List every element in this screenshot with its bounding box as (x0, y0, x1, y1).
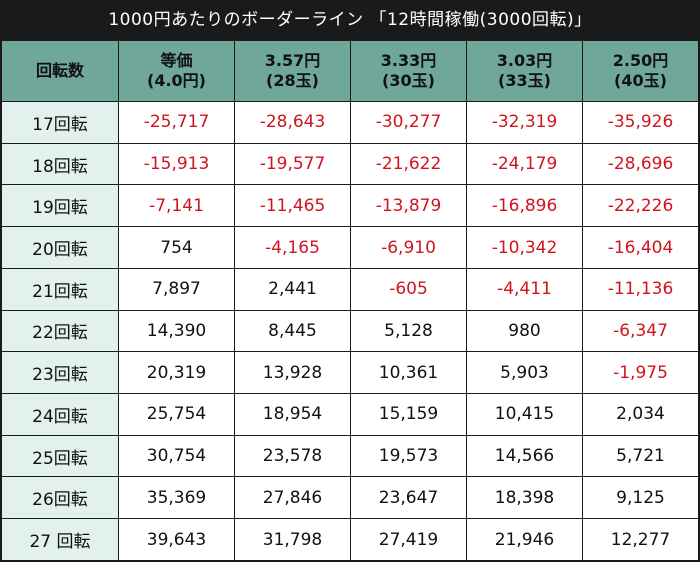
table-cell: 21,946 (466, 518, 583, 561)
table-cell: -6,910 (350, 226, 467, 269)
table-row: 24回転 25,754 18,954 15,159 10,415 2,034 (1, 393, 699, 436)
table-cell: -16,896 (466, 184, 583, 228)
row-label: 26回転 (1, 476, 119, 520)
border-line-table: 回転数 等価 (4.0円) 3.57円 (28玉) 3.33円 (30玉) 3.03円… (1, 40, 699, 561)
column-header: 2.50円 (40玉) (582, 40, 699, 102)
table-cell: -605 (350, 267, 467, 311)
table-cell: -28,696 (582, 142, 699, 186)
table-cell: -19,577 (234, 142, 351, 186)
table-cell: 27,846 (234, 476, 351, 520)
table-cell: 23,647 (350, 476, 467, 520)
table-row: 21回転 7,897 2,441 -605 -4,411 -11,136 (1, 267, 699, 311)
table-cell: 5,903 (466, 351, 583, 395)
table-cell: 15,159 (350, 393, 467, 436)
column-header-rate: 2.50円 (612, 51, 669, 70)
column-header-balls: (33玉) (498, 71, 551, 90)
table-cell: -6,347 (582, 309, 699, 353)
table-cell: -24,179 (466, 142, 583, 186)
table-row: 18回転 -15,913 -19,577 -21,622 -24,179 -28,696 (1, 142, 699, 186)
table-cell: -22,226 (582, 184, 699, 228)
table-cell: -30,277 (350, 101, 467, 144)
row-label: 20回転 (1, 226, 119, 269)
table-row: 17回転 -25,717 -28,643 -30,277 -32,319 -35,926 (1, 101, 699, 144)
table-cell: -25,717 (118, 101, 235, 144)
table-cell: -4,411 (466, 267, 583, 311)
table-cell: 20,319 (118, 351, 235, 395)
column-header: 3.03円 (33玉) (466, 40, 583, 102)
table-cell: -4,165 (234, 226, 351, 269)
table-cell: 10,361 (350, 351, 467, 395)
column-header-balls: (28玉) (266, 71, 319, 90)
table-cell: 35,369 (118, 476, 235, 520)
column-header-rate: 3.57円 (264, 51, 321, 70)
table-cell: 25,754 (118, 393, 235, 436)
column-header-balls: (4.0円) (147, 71, 206, 90)
table-cell: 13,928 (234, 351, 351, 395)
row-label: 17回転 (1, 101, 119, 144)
column-header-rate: 等価 (160, 51, 193, 70)
table-cell: 7,897 (118, 267, 235, 311)
header-row: 回転数 等価 (4.0円) 3.57円 (28玉) 3.33円 (30玉) 3.03円… (1, 40, 699, 102)
column-header-balls: (30玉) (382, 71, 435, 90)
table-cell: 2,034 (582, 393, 699, 436)
table-cell: 31,798 (234, 518, 351, 561)
column-header-rate: 3.33円 (380, 51, 437, 70)
table-row: 23回転 20,319 13,928 10,361 5,903 -1,975 (1, 351, 699, 395)
corner-header: 回転数 (1, 40, 119, 102)
table-cell: 14,566 (466, 434, 583, 478)
row-label: 23回転 (1, 351, 119, 395)
table-cell: 5,128 (350, 309, 467, 353)
table-cell: 10,415 (466, 393, 583, 436)
table-cell: 5,721 (582, 434, 699, 478)
table-cell: -11,465 (234, 184, 351, 228)
table-cell: 754 (118, 226, 235, 269)
table-cell: -35,926 (582, 101, 699, 144)
table-cell: -1,975 (582, 351, 699, 395)
table-cell: -21,622 (350, 142, 467, 186)
table-row: 19回転 -7,141 -11,465 -13,879 -16,896 -22,226 (1, 184, 699, 228)
table-cell: -11,136 (582, 267, 699, 311)
table-cell: -15,913 (118, 142, 235, 186)
row-label: 21回転 (1, 267, 119, 311)
table-row: 27 回転 39,643 31,798 27,419 21,946 12,277 (1, 518, 699, 561)
table-cell: 980 (466, 309, 583, 353)
table-cell: 2,441 (234, 267, 351, 311)
column-header: 3.57円 (28玉) (234, 40, 351, 102)
column-header-balls: (40玉) (614, 71, 667, 90)
column-header: 3.33円 (30玉) (350, 40, 467, 102)
row-label: 24回転 (1, 393, 119, 436)
table-cell: 18,398 (466, 476, 583, 520)
table-cell: 8,445 (234, 309, 351, 353)
table-cell: 19,573 (350, 434, 467, 478)
table-cell: 14,390 (118, 309, 235, 353)
column-header-rate: 3.03円 (496, 51, 553, 70)
table-cell: 9,125 (582, 476, 699, 520)
table-title: 1000円あたりのボーダーライン 「12時間稼働(3000回転)」 (108, 10, 592, 30)
table-cell: 12,277 (582, 518, 699, 561)
table-cell: -7,141 (118, 184, 235, 228)
column-header: 等価 (4.0円) (118, 40, 235, 102)
table-cell: -13,879 (350, 184, 467, 228)
table-cell: 23,578 (234, 434, 351, 478)
table-cell: 30,754 (118, 434, 235, 478)
table-cell: -10,342 (466, 226, 583, 269)
table-cell: -16,404 (582, 226, 699, 269)
table-row: 22回転 14,390 8,445 5,128 980 -6,347 (1, 309, 699, 353)
table-cell: -28,643 (234, 101, 351, 144)
row-label: 22回転 (1, 309, 119, 353)
row-label: 27 回転 (1, 518, 119, 561)
table-cell: 18,954 (234, 393, 351, 436)
row-label: 19回転 (1, 184, 119, 228)
row-label: 18回転 (1, 142, 119, 186)
table-body: 17回転 -25,717 -28,643 -30,277 -32,319 -35,926 1… (1, 101, 699, 561)
table-cell: -32,319 (466, 101, 583, 144)
table-cell: 27,419 (350, 518, 467, 561)
table-row: 26回転 35,369 27,846 23,647 18,398 9,125 (1, 476, 699, 520)
table-row: 25回転 30,754 23,578 19,573 14,566 5,721 (1, 434, 699, 478)
table-cell: 39,643 (118, 518, 235, 561)
row-label: 25回転 (1, 434, 119, 478)
table-row: 20回転 754 -4,165 -6,910 -10,342 -16,404 (1, 226, 699, 269)
